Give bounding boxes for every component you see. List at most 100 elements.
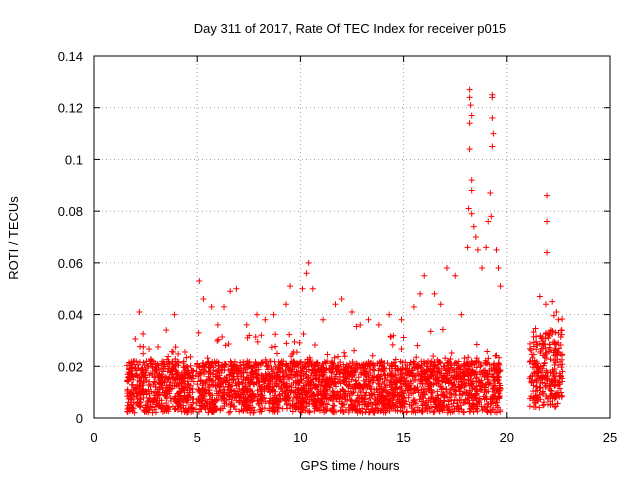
data-point	[533, 338, 540, 345]
data-point	[326, 384, 333, 391]
data-point	[447, 386, 454, 393]
data-point	[442, 386, 449, 393]
data-point	[434, 404, 441, 411]
data-point	[543, 355, 550, 362]
data-point-spike	[243, 321, 250, 328]
data-point	[304, 390, 311, 397]
y-tick-label: 0.06	[58, 256, 83, 271]
data-point	[130, 405, 137, 412]
data-point	[318, 368, 325, 375]
data-point-spike	[357, 321, 364, 328]
data-point	[549, 327, 556, 334]
data-point	[342, 390, 349, 397]
data-point	[295, 378, 302, 385]
data-point	[467, 372, 474, 379]
data-point	[346, 360, 353, 367]
data-point	[529, 397, 536, 404]
data-point	[152, 364, 159, 371]
data-point-spike	[468, 112, 475, 119]
data-point	[358, 369, 365, 376]
data-point	[183, 369, 190, 376]
data-point-spike	[544, 249, 551, 256]
data-point	[228, 362, 235, 369]
data-point	[536, 391, 543, 398]
data-point	[209, 359, 216, 366]
data-point	[261, 394, 268, 401]
data-point	[218, 369, 225, 376]
data-point	[253, 361, 260, 368]
data-point	[532, 361, 539, 368]
data-point	[159, 378, 166, 385]
data-point	[179, 402, 186, 409]
data-point	[468, 380, 475, 387]
data-point	[463, 380, 470, 387]
data-point-spike	[466, 120, 473, 127]
data-point	[250, 409, 257, 416]
y-tick-label: 0.14	[58, 49, 83, 64]
data-point	[539, 373, 546, 380]
data-point	[365, 382, 372, 389]
data-point-spike	[386, 311, 393, 318]
data-point	[205, 358, 212, 365]
data-point	[528, 347, 535, 354]
data-point-spike	[410, 303, 417, 310]
data-point	[311, 403, 318, 410]
data-point	[337, 359, 344, 366]
y-tick-label: 0.1	[65, 152, 83, 167]
x-axis-label: GPS time / hours	[301, 458, 400, 473]
data-point	[445, 407, 452, 414]
data-point	[210, 377, 217, 384]
data-point	[427, 365, 434, 372]
data-point	[249, 376, 256, 383]
data-point	[138, 367, 145, 374]
data-point	[484, 371, 491, 378]
data-point	[473, 390, 480, 397]
data-point	[423, 388, 430, 395]
data-point	[387, 333, 394, 340]
data-point	[294, 393, 301, 400]
data-point	[212, 360, 219, 367]
data-point	[209, 392, 216, 399]
x-tick-label: 20	[500, 430, 514, 445]
data-point	[550, 368, 557, 375]
data-point	[557, 341, 564, 348]
data-point	[217, 375, 224, 382]
data-point	[381, 380, 388, 387]
data-point	[155, 377, 162, 384]
data-point	[328, 407, 335, 414]
data-point	[427, 328, 434, 335]
data-point	[266, 400, 273, 407]
data-point	[344, 397, 351, 404]
plot-frame	[93, 55, 611, 419]
data-point	[223, 400, 230, 407]
data-point	[276, 361, 283, 368]
data-point	[129, 361, 136, 368]
y-tick-label: 0.04	[58, 308, 83, 323]
data-point	[184, 370, 191, 377]
data-point	[349, 390, 356, 397]
data-point	[461, 409, 468, 416]
data-point	[483, 396, 490, 403]
data-point	[258, 386, 265, 393]
data-point-spike	[200, 296, 207, 303]
data-point	[130, 385, 137, 392]
data-point	[231, 388, 238, 395]
data-point	[328, 375, 335, 382]
data-point	[308, 377, 315, 384]
data-point	[428, 404, 435, 411]
data-point	[140, 379, 147, 386]
data-point-spike	[365, 316, 372, 323]
data-point	[286, 386, 293, 393]
data-point	[347, 385, 354, 392]
data-point	[446, 406, 453, 413]
data-point	[294, 379, 301, 386]
data-point	[124, 408, 131, 415]
data-point	[281, 392, 288, 399]
data-point	[556, 381, 563, 388]
data-point-spike	[398, 316, 405, 323]
data-point	[541, 359, 548, 366]
data-point	[532, 325, 539, 332]
data-point	[552, 352, 559, 359]
data-point	[140, 350, 147, 357]
data-point	[238, 379, 245, 386]
